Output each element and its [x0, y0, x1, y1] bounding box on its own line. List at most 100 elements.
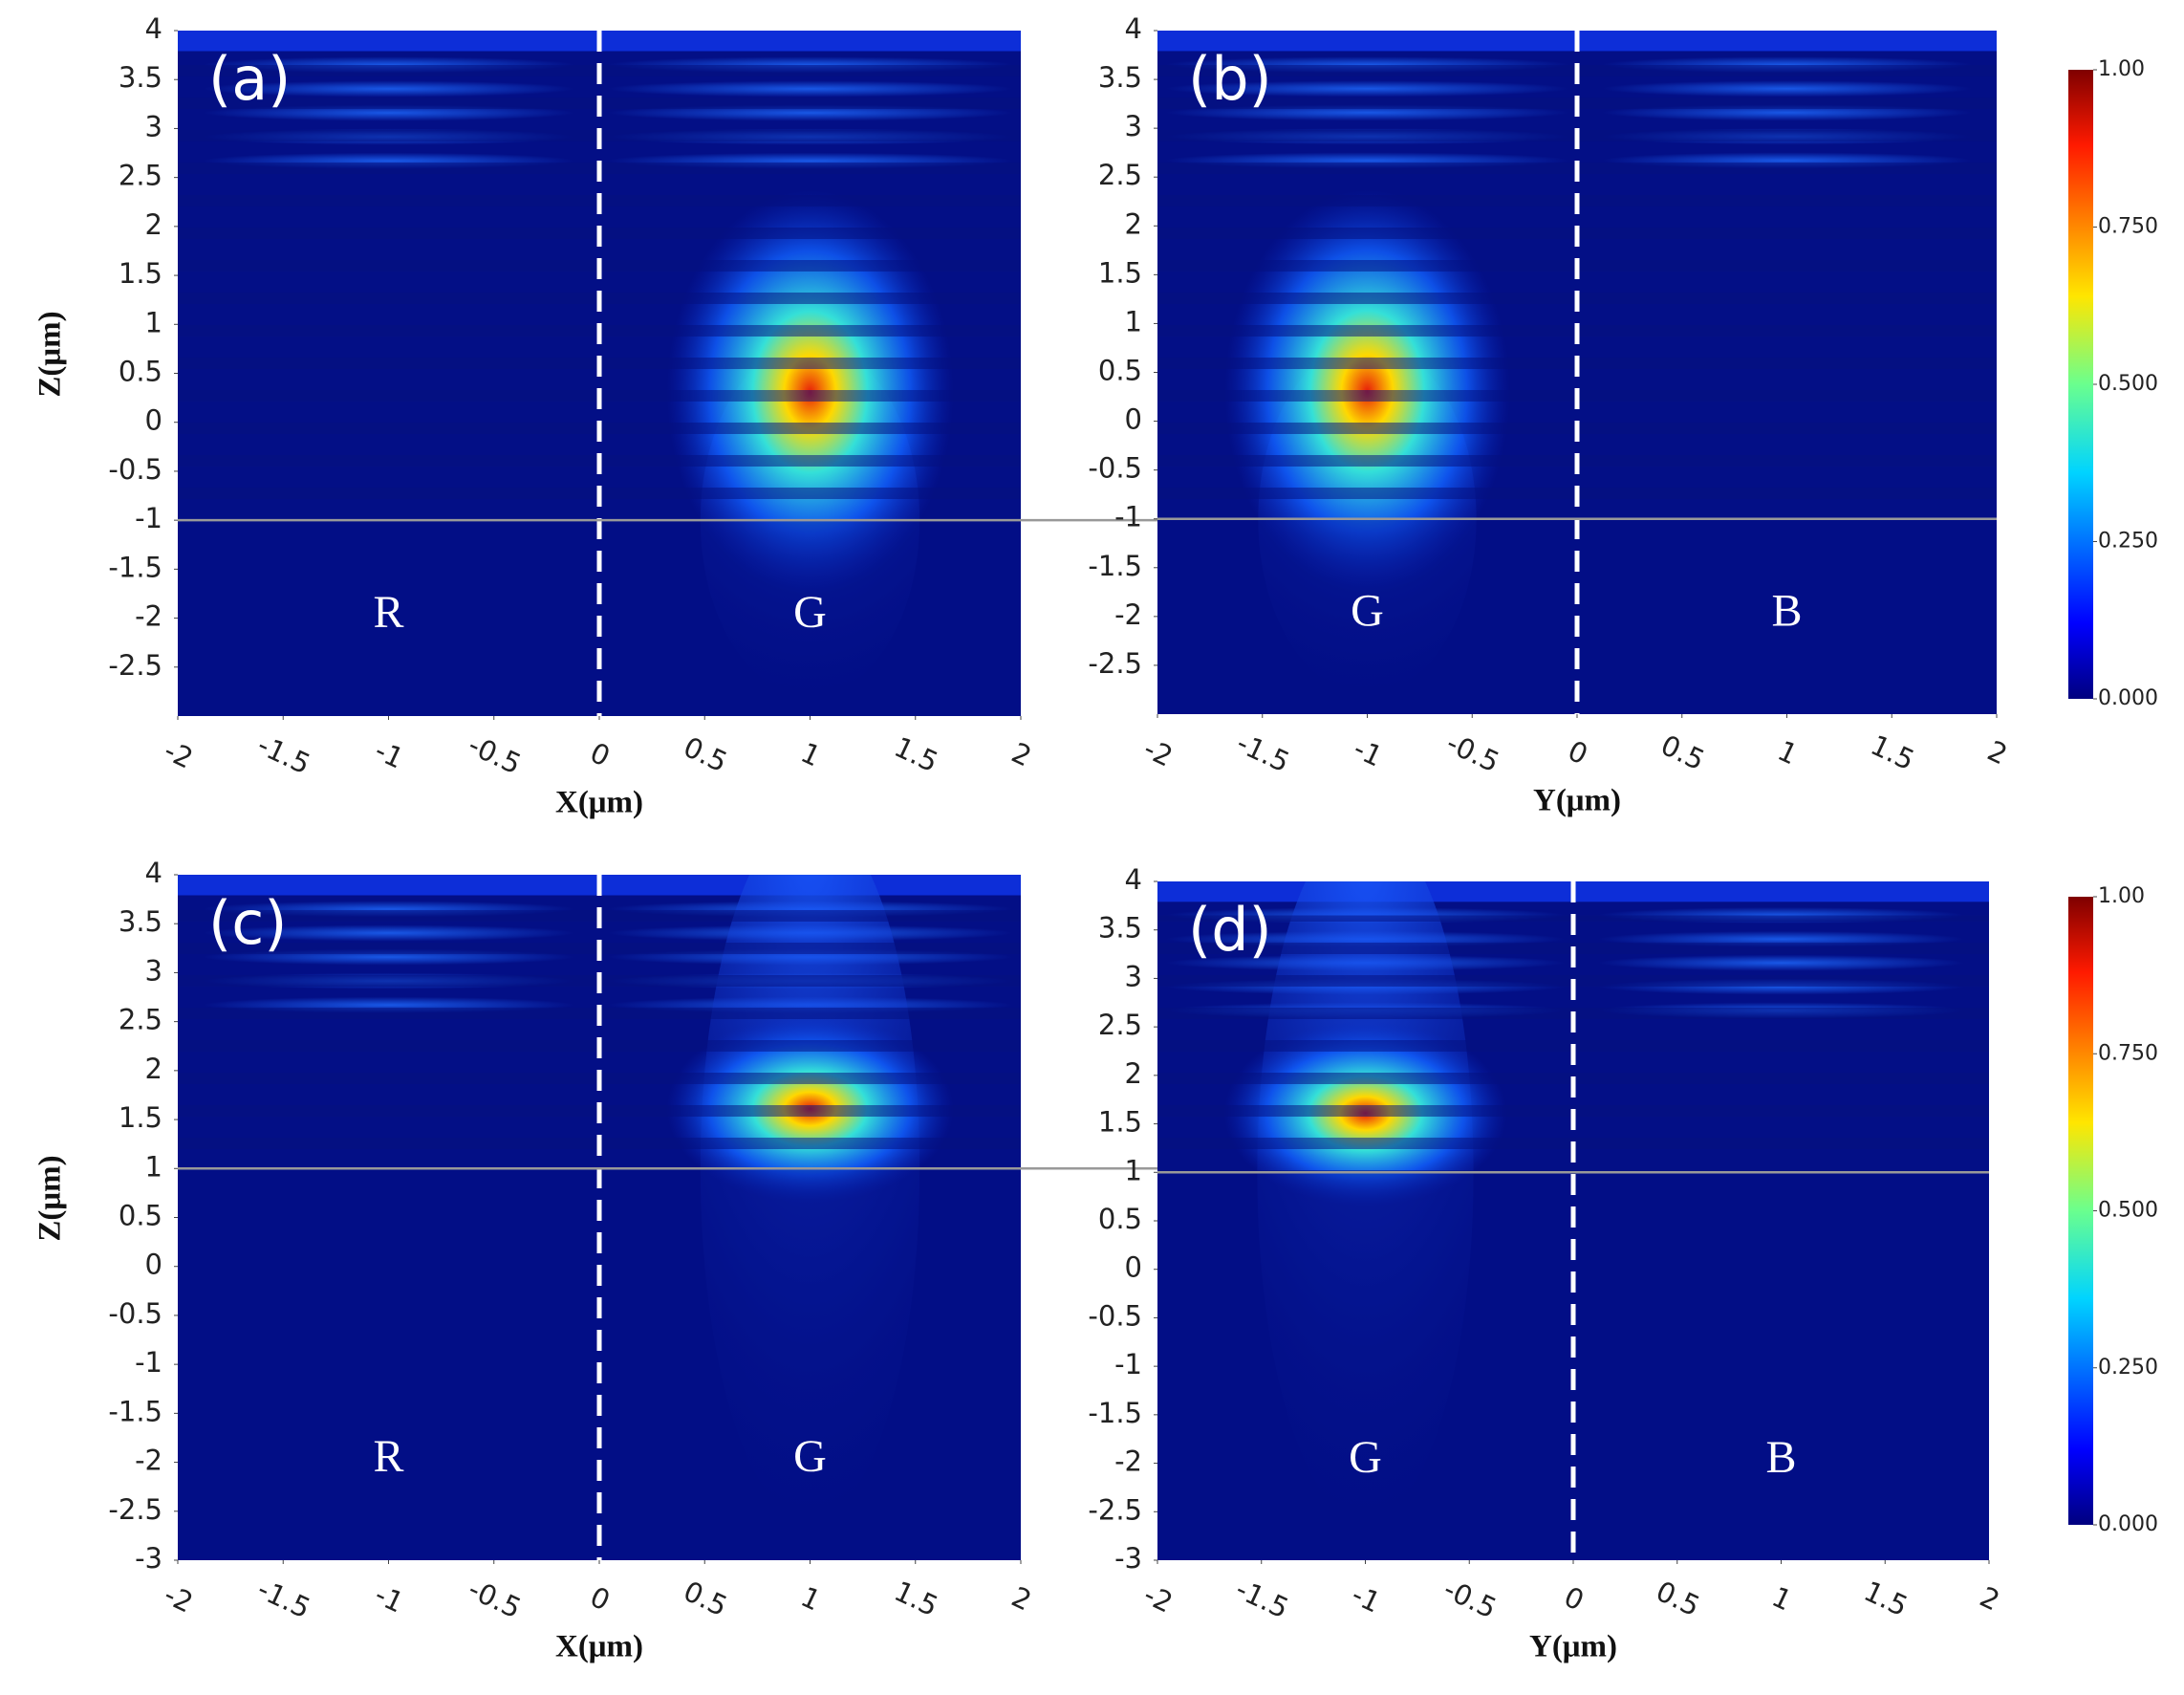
region-label: R	[373, 1431, 403, 1482]
x-axis-label: X(μm)	[555, 786, 643, 820]
colorbar-tick-label: 1.00	[2098, 57, 2145, 81]
region-label: G	[1349, 1432, 1382, 1483]
y-tick-label: 2	[1125, 207, 1142, 240]
x-axis-label: Y(μm)	[1529, 1630, 1617, 1664]
y-tick-label: 4	[145, 857, 162, 889]
y-tick-label: -2	[135, 1445, 162, 1477]
heatmap	[178, 31, 1021, 716]
y-tick-label: 4	[1125, 12, 1142, 45]
y-tick-label: 3	[145, 954, 162, 987]
y-tick-label: -2	[1114, 598, 1142, 631]
colorbar-tick-label: 0.750	[2098, 215, 2158, 239]
y-tick-label: -1	[135, 502, 162, 534]
x-tick-label: 0	[1559, 1580, 1589, 1618]
x-tick-label: -0.5	[464, 1573, 527, 1625]
x-tick-label: 0.5	[1656, 728, 1710, 776]
region-label: G	[793, 1431, 827, 1482]
colorbar-tick-label: 0.000	[2098, 1512, 2158, 1536]
y-tick-label: 1.5	[1098, 1106, 1142, 1139]
x-tick-label: 1.5	[890, 1575, 943, 1622]
y-tick-label: 0.5	[1098, 1203, 1142, 1235]
x-tick-label: -2	[1139, 732, 1178, 773]
colorbar-tick-label: 0.750	[2098, 1041, 2158, 1065]
heatmap	[178, 875, 1021, 1560]
x-axis-label: X(μm)	[555, 1630, 643, 1664]
x-tick-label: 0.5	[679, 730, 732, 778]
colorbar-tick-label: 0.500	[2098, 1199, 2158, 1223]
y-tick-label: -2	[135, 600, 162, 633]
panel-label: (a)	[208, 44, 291, 114]
colorbar-tick-label: 0.000	[2098, 686, 2158, 710]
y-tick-label: 3.5	[119, 61, 162, 94]
y-tick-label: 3.5	[1098, 61, 1142, 94]
region-label: G	[1351, 585, 1384, 636]
x-tick-label: -2	[1139, 1578, 1178, 1619]
colorbar-tick-label: 0.250	[2098, 1356, 2158, 1380]
y-tick-label: -3	[1114, 1542, 1142, 1575]
y-tick-label: 2	[1125, 1057, 1142, 1090]
x-tick-label: -1.5	[1231, 1573, 1294, 1625]
x-tick-label: -1	[1347, 1578, 1386, 1619]
x-tick-label: 0	[1563, 734, 1592, 771]
x-tick-label: 1.5	[1859, 1575, 1913, 1622]
y-tick-label: -2	[1114, 1445, 1142, 1478]
y-tick-label: -1	[135, 1346, 162, 1379]
y-tick-label: -1.5	[108, 1395, 162, 1427]
x-tick-label: 0	[585, 736, 615, 773]
y-tick-label: 0.5	[119, 356, 162, 388]
substrate	[1157, 1172, 1989, 1560]
y-tick-label: 3.5	[1098, 912, 1142, 945]
y-tick-label: 0.5	[119, 1200, 162, 1232]
y-tick-label: 0	[1125, 403, 1142, 436]
x-axis-label: Y(μm)	[1533, 784, 1621, 818]
y-tick-label: 3	[1125, 960, 1142, 992]
x-tick-label: 2	[1975, 1580, 2004, 1618]
region-label: R	[373, 587, 403, 638]
y-tick-label: -2.5	[1088, 1493, 1142, 1526]
region-label: G	[793, 587, 827, 638]
x-tick-label: -1.5	[252, 728, 315, 781]
y-tick-label: -1.5	[1088, 1397, 1142, 1429]
y-tick-label: 2	[145, 1053, 162, 1085]
colorbar-tick-label: 0.250	[2098, 530, 2158, 554]
region-label: B	[1771, 585, 1802, 636]
panel-label: (c)	[208, 888, 287, 958]
colorbar-tick-label: 1.00	[2098, 884, 2145, 908]
y-tick-label: 3.5	[119, 905, 162, 938]
x-tick-label: 1	[796, 1580, 826, 1618]
y-tick-label: -2.5	[1088, 647, 1142, 680]
y-tick-label: -2.5	[108, 649, 162, 682]
y-tick-label: -0.5	[1088, 452, 1142, 485]
y-tick-label: -1.5	[108, 551, 162, 583]
x-tick-label: 1.5	[890, 730, 943, 778]
y-tick-label: 0	[145, 404, 162, 437]
y-axis-label: Z(μm)	[33, 1155, 68, 1241]
x-tick-label: -1.5	[1232, 727, 1295, 779]
y-tick-label: -1.5	[1088, 550, 1142, 582]
panel-label: (d)	[1188, 895, 1272, 965]
x-tick-label: -0.5	[464, 728, 527, 781]
x-tick-label: 2	[1982, 734, 2012, 771]
y-tick-label: -1	[1114, 1348, 1142, 1380]
y-tick-label: 2	[145, 208, 162, 241]
y-tick-label: 1	[1125, 305, 1142, 337]
x-tick-label: 2	[1006, 1580, 1036, 1618]
y-tick-label: 2.5	[119, 1004, 162, 1036]
y-tick-label: 0	[1125, 1251, 1142, 1284]
y-tick-label: 4	[145, 12, 162, 45]
colorbar-tick-label: 0.500	[2098, 372, 2158, 396]
x-tick-label: 1	[1767, 1580, 1797, 1618]
x-tick-label: 1	[796, 736, 826, 773]
x-tick-label: -1	[1349, 732, 1388, 773]
y-tick-label: -0.5	[1088, 1299, 1142, 1332]
x-tick-label: -1	[370, 734, 409, 775]
y-tick-label: 2.5	[1098, 159, 1142, 191]
heatmap	[1157, 881, 1989, 1560]
y-tick-label: 0	[145, 1249, 162, 1281]
region-label: B	[1765, 1432, 1796, 1483]
y-tick-label: -3	[135, 1542, 162, 1575]
x-tick-label: -2	[160, 1578, 199, 1619]
y-tick-label: 2.5	[1098, 1009, 1142, 1041]
